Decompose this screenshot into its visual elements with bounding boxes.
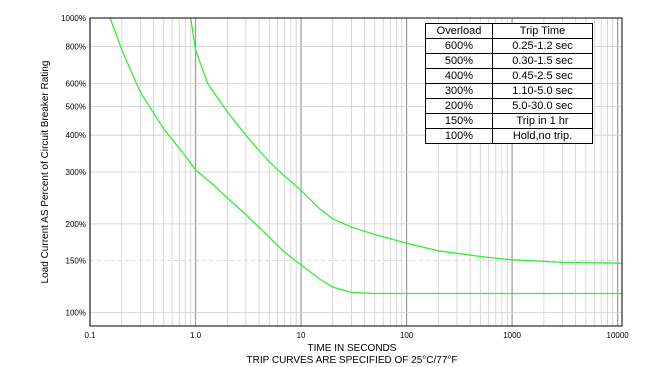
trip-time-cell: 1.10-5.0 sec (492, 83, 593, 99)
x-tick-label: 10 (297, 331, 306, 340)
table-header-overload: Overload (425, 23, 493, 39)
x-tick-label: 100 (400, 331, 414, 340)
overload-trip-table: Overload Trip Time 600% 0.25-1.2 sec 500%… (425, 23, 593, 144)
table-row: 600% 0.25-1.2 sec (425, 38, 593, 54)
y-tick-label: 300% (66, 168, 86, 177)
y-tick-label: 100% (66, 309, 86, 318)
table-row: 400% 0.45-2.5 sec (425, 68, 593, 84)
table-row: 150% Trip in 1 hr (425, 113, 593, 129)
trip-time-cell: 5.0-30.0 sec (492, 98, 593, 114)
y-tick-label: 800% (66, 43, 86, 52)
y-axis-label: Load Current AS Percent of Circuit Break… (40, 61, 51, 284)
table-row: 300% 1.10-5.0 sec (425, 83, 593, 99)
trip-time-cell: 0.25-1.2 sec (492, 38, 593, 54)
series-group (109, 17, 623, 295)
chart-caption: TRIP CURVES ARE SPECIFIED OF 25°C/77°F (246, 355, 457, 366)
trip-time-cell: Trip in 1 hr (492, 113, 593, 129)
table-row: 500% 0.30-1.5 sec (425, 53, 593, 69)
overload-cell: 100% (425, 128, 493, 144)
y-tick-label: 600% (66, 79, 86, 88)
trip-time-cell: 0.30-1.5 sec (492, 53, 593, 69)
overload-cell: 300% (425, 83, 493, 99)
y-tick-label: 200% (66, 220, 86, 229)
y-tick-label: 500% (66, 103, 86, 112)
y-tick-label: 400% (66, 131, 86, 140)
x-axis-label: TIME IN SECONDS (308, 343, 397, 354)
x-tick-label: 1.0 (190, 331, 202, 340)
x-tick-label: 1000 (503, 331, 521, 340)
table-row: 200% 5.0-30.0 sec (425, 98, 593, 114)
overload-cell: 600% (425, 38, 493, 54)
y-tick-label: 1000% (61, 14, 86, 23)
x-tick-label: 0.1 (84, 331, 96, 340)
x-tick-label: 10000 (607, 331, 630, 340)
table-header-row: Overload Trip Time (425, 23, 593, 39)
series-line-lower (109, 17, 622, 295)
y-tick-label: 150% (66, 257, 86, 266)
series-line-upper (190, 17, 623, 264)
overload-cell: 400% (425, 68, 493, 84)
overload-cell: 150% (425, 113, 493, 129)
table-header-trip-time: Trip Time (492, 23, 593, 39)
trip-time-cell: 0.45-2.5 sec (492, 68, 593, 84)
trip-time-cell: Hold,no trip. (492, 128, 593, 144)
overload-cell: 200% (425, 98, 493, 114)
table-row: 100% Hold,no trip. (425, 128, 593, 144)
plot-area-border (89, 17, 623, 327)
overload-cell: 500% (425, 53, 493, 69)
ticks: 100%150%200%300%400%500%600%800%1000%0.1… (61, 14, 629, 340)
